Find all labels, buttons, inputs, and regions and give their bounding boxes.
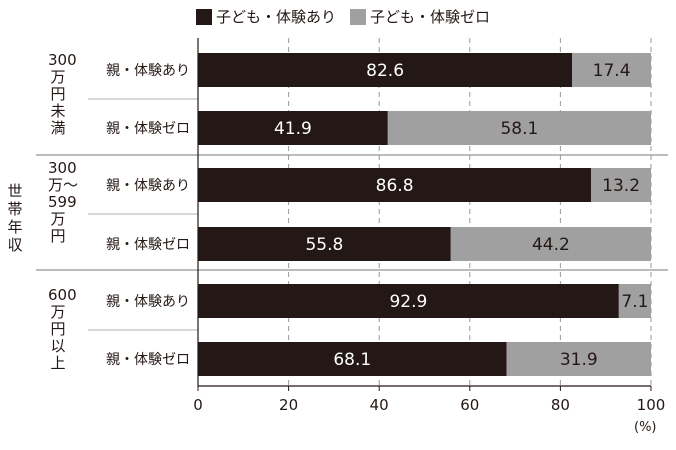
- x-tick-label-0: 0: [193, 396, 203, 414]
- data-label-g2-r2-s2: 44.2: [532, 235, 570, 255]
- bar-g3-r1-s2: [618, 284, 651, 318]
- legend-item-experience-zero: 子ども・体験ゼロ: [350, 6, 490, 27]
- data-label-g1-r2-s1: 41.9: [274, 119, 312, 139]
- row-label-g3-zero: 親・体験ゼロ: [106, 352, 190, 368]
- bar-g1-r1-s2: [572, 53, 651, 87]
- x-tick-label-60: 60: [460, 396, 479, 414]
- bar-g3-r2-s2: [506, 342, 651, 376]
- bar-g1-r2-s1: [198, 111, 388, 145]
- row-label-g3-yes: 親・体験あり: [106, 294, 190, 310]
- x-axis-unit: (%): [634, 420, 657, 435]
- legend-label-experience-zero: 子ども・体験ゼロ: [370, 8, 491, 26]
- bar-g1-r1-s1: [198, 53, 573, 87]
- legend-item-experience-yes: 子ども・体験あり: [196, 6, 336, 27]
- data-label-g3-r1-s1: 92.9: [389, 292, 427, 312]
- legend-label-experience-yes: 子ども・体験あり: [216, 8, 337, 26]
- x-tick-label-40: 40: [370, 396, 389, 414]
- data-label-g2-r2-s1: 55.8: [305, 235, 343, 255]
- legend-swatch-gray: [350, 8, 367, 25]
- data-label-g3-r2-s2: 31.9: [560, 350, 598, 370]
- data-label-g2-r1-s1: 86.8: [376, 176, 414, 196]
- x-tick-label-20: 20: [279, 396, 298, 414]
- bar-g2-r1-s1: [198, 168, 592, 202]
- legend-swatch-dark: [196, 8, 212, 25]
- x-tick-label-100: 100: [637, 396, 666, 414]
- data-label-g1-r1-s2: 17.4: [593, 61, 631, 81]
- data-label-g2-r1-s2: 13.2: [602, 176, 640, 196]
- bar-g3-r2-s1: [198, 342, 507, 376]
- row-label-g1-zero: 親・体験ゼロ: [106, 121, 190, 137]
- row-label-g1-yes: 親・体験あり: [106, 63, 190, 79]
- bar-g2-r2-s1: [198, 227, 451, 261]
- bar-g3-r1-s1: [198, 284, 619, 318]
- bar-g1-r2-s2: [387, 111, 651, 145]
- data-label-g3-r1-s2: 7.1: [621, 292, 648, 312]
- row-label-g2-yes: 親・体験あり: [106, 178, 190, 194]
- y-axis-title: 世帯年収: [7, 182, 23, 254]
- row-label-g2-zero: 親・体験ゼロ: [106, 237, 190, 253]
- legend: 子ども・体験あり 子ども・体験ゼロ: [196, 6, 504, 27]
- data-label-g1-r1-s1: 82.6: [366, 61, 404, 81]
- bar-g2-r1-s2: [591, 168, 651, 202]
- x-tick-label-80: 80: [551, 396, 570, 414]
- data-label-g1-r2-s2: 58.1: [500, 119, 538, 139]
- bar-g2-r2-s2: [450, 227, 651, 261]
- data-label-g3-r2-s1: 68.1: [333, 350, 371, 370]
